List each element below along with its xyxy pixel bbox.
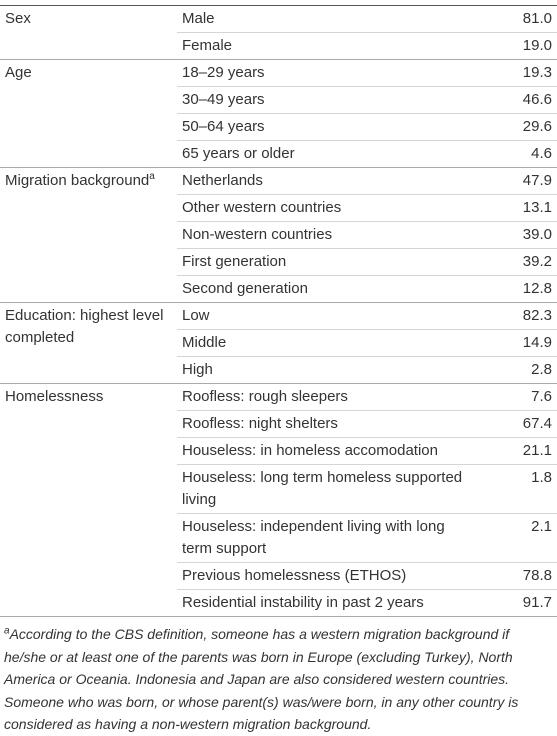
table-row: Migration backgrounda Netherlands 47.9: [0, 167, 557, 303]
row-label: First generation: [177, 248, 477, 276]
table-row: High 2.8: [0, 356, 557, 384]
table-row: Non-western countries 39.0: [0, 221, 557, 249]
row-value: 67.4: [477, 410, 557, 438]
group-label: Migration background: [5, 172, 150, 189]
group-cell: Age: [0, 59, 177, 168]
group-label-sup: a: [149, 171, 155, 182]
row-value: 21.1: [477, 437, 557, 465]
table-row: Houseless: independent living with long …: [0, 513, 557, 563]
table-row: Age 18–29 years 19.3: [0, 59, 557, 168]
footnote-marker: a: [4, 625, 10, 637]
row-label: Middle: [177, 329, 477, 357]
table-row: Houseless: long term homeless supported …: [0, 464, 557, 514]
page: Sex Male 81.0 Female 19.0 Age 18–29 years 19.3 3…: [0, 5, 557, 732]
group-cell: Sex: [0, 5, 177, 60]
row-value: 13.1: [477, 194, 557, 222]
row-label: 18–29 years: [177, 59, 477, 87]
row-value: 14.9: [477, 329, 557, 357]
row-label: Houseless: independent living with long …: [177, 513, 477, 563]
group-label: Education: highest level completed: [5, 307, 164, 346]
row-value: 39.2: [477, 248, 557, 276]
table-row: Residential instability in past 2 years 9…: [0, 589, 557, 617]
row-value: 2.8: [477, 356, 557, 384]
row-label: 65 years or older: [177, 140, 477, 168]
row-value: 12.8: [477, 275, 557, 303]
row-value: 39.0: [477, 221, 557, 249]
row-label: Houseless: in homeless accomodation: [177, 437, 477, 465]
table-row: 50–64 years 29.6: [0, 113, 557, 141]
table-row: 65 years or older 4.6: [0, 140, 557, 168]
row-value: 2.1: [477, 513, 557, 563]
table-row: First generation 39.2: [0, 248, 557, 276]
group-label: Sex: [5, 10, 31, 27]
row-value: 81.0: [477, 5, 557, 33]
group-cell: Homelessness: [0, 383, 177, 617]
row-label: Netherlands: [177, 167, 477, 195]
table-row: Roofless: night shelters 67.4: [0, 410, 557, 438]
row-value: 19.3: [477, 59, 557, 87]
row-label: Second generation: [177, 275, 477, 303]
row-label: Residential instability in past 2 years: [177, 589, 477, 617]
row-label: Previous homelessness (ETHOS): [177, 562, 477, 590]
row-label: Roofless: rough sleepers: [177, 383, 477, 411]
row-value: 1.8: [477, 464, 557, 514]
row-value: 91.7: [477, 589, 557, 617]
row-label: Roofless: night shelters: [177, 410, 477, 438]
table-row: 30–49 years 46.6: [0, 86, 557, 114]
table-row: Second generation 12.8: [0, 275, 557, 303]
row-label: 30–49 years: [177, 86, 477, 114]
table-row: Female 19.0: [0, 32, 557, 60]
group-label: Age: [5, 64, 32, 81]
row-value: 82.3: [477, 302, 557, 330]
row-label: Non-western countries: [177, 221, 477, 249]
footnote: aAccording to the CBS definition, someon…: [0, 617, 557, 736]
group-label: Homelessness: [5, 388, 104, 405]
row-value: 7.6: [477, 383, 557, 411]
table-row: Houseless: in homeless accomodation 21.1: [0, 437, 557, 465]
row-label: Houseless: long term homeless supported …: [177, 464, 477, 514]
footnote-text: According to the CBS definition, someone…: [4, 626, 519, 733]
row-value: 29.6: [477, 113, 557, 141]
row-value: 19.0: [477, 32, 557, 60]
table-row: Other western countries 13.1: [0, 194, 557, 222]
demographics-table: Sex Male 81.0 Female 19.0 Age 18–29 years 19.3 3…: [0, 5, 557, 617]
table-row: Education: highest level completed Low 82.…: [0, 302, 557, 384]
row-value: 47.9: [477, 167, 557, 195]
row-label: Male: [177, 5, 477, 33]
table-row: Middle 14.9: [0, 329, 557, 357]
group-cell: Education: highest level completed: [0, 302, 177, 384]
group-cell: Migration backgrounda: [0, 167, 177, 303]
table-row: Previous homelessness (ETHOS) 78.8: [0, 562, 557, 590]
table-row: Sex Male 81.0: [0, 5, 557, 60]
row-label: High: [177, 356, 477, 384]
row-value: 46.6: [477, 86, 557, 114]
row-label: 50–64 years: [177, 113, 477, 141]
table-row: Homelessness Roofless: rough sleepers 7.6: [0, 383, 557, 617]
row-value: 4.6: [477, 140, 557, 168]
row-label: Other western countries: [177, 194, 477, 222]
row-value: 78.8: [477, 562, 557, 590]
row-label: Female: [177, 32, 477, 60]
row-label: Low: [177, 302, 477, 330]
